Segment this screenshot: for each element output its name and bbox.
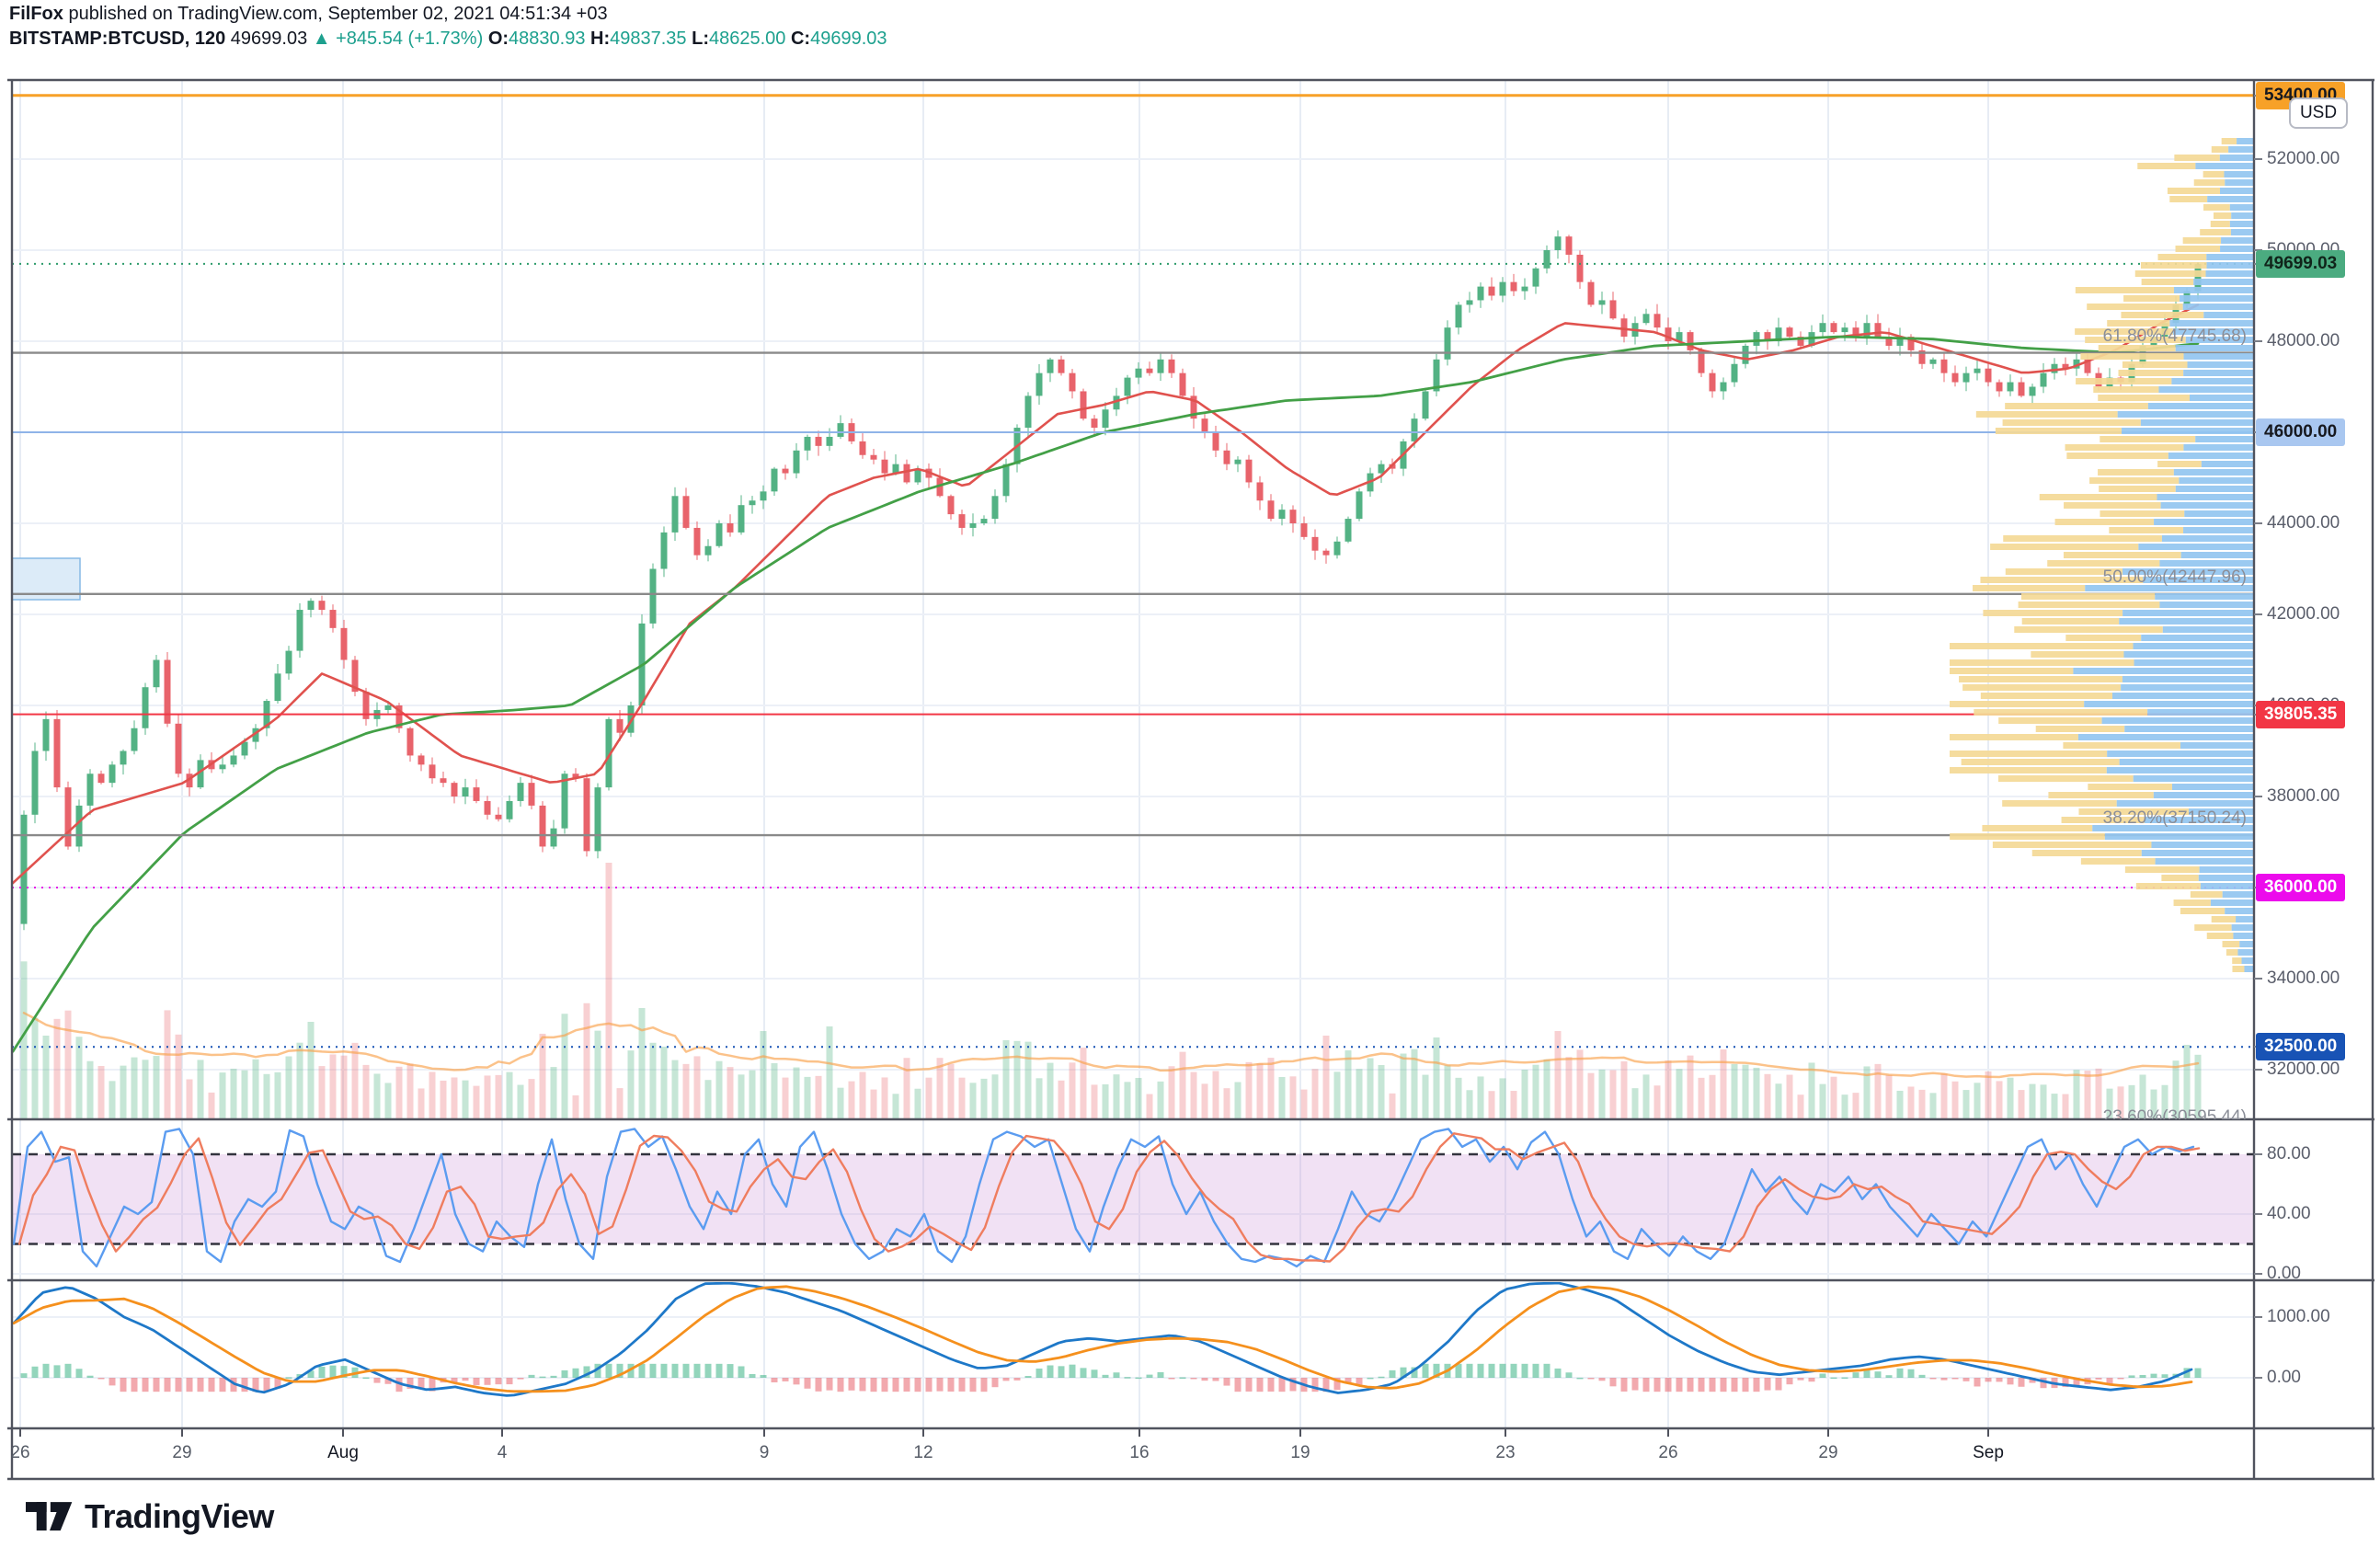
fib-retracement-lines[interactable] bbox=[12, 351, 2254, 837]
price-line-label: 32500.00 bbox=[2256, 1033, 2346, 1060]
candlesticks bbox=[20, 230, 2202, 931]
macd-tick-label: 0.00 bbox=[2267, 1368, 2301, 1387]
time-tick-label: 19 bbox=[1290, 1443, 1310, 1462]
horizontal-price-lines[interactable] bbox=[12, 94, 2254, 1049]
stoch-tick-label: 0.00 bbox=[2267, 1264, 2301, 1283]
tradingview-logo-icon bbox=[26, 1502, 73, 1531]
price-tick-label: 42000.00 bbox=[2267, 604, 2340, 624]
price-line-label: 49699.03 bbox=[2256, 250, 2346, 278]
low-value: 48625.00 bbox=[709, 29, 786, 49]
high-value: 49837.35 bbox=[610, 29, 687, 49]
author-name: FilFox bbox=[9, 4, 63, 24]
publish-text: published on TradingView.com, September … bbox=[63, 4, 608, 24]
time-tick-label: 4 bbox=[497, 1443, 508, 1462]
open-value: 48830.93 bbox=[509, 29, 586, 49]
price-line-label: 36000.00 bbox=[2256, 874, 2346, 901]
macd-tick-label: 1000.00 bbox=[2267, 1307, 2330, 1326]
close-label: C: bbox=[790, 29, 811, 49]
volume-bars bbox=[20, 863, 2202, 1118]
stoch-tick-label: 40.00 bbox=[2267, 1204, 2311, 1223]
stochastic-panel bbox=[12, 1128, 2254, 1268]
panel-borders bbox=[7, 78, 2374, 1481]
price-tick-label: 32000.00 bbox=[2267, 1060, 2340, 1079]
symbol-line: BITSTAMP:BTCUSD, 120 49699.03 ▲ +845.54 … bbox=[9, 27, 2216, 52]
time-tick-label: Aug bbox=[327, 1443, 359, 1462]
time-scale[interactable]: 26 29 Aug 4 9 12 16 19 23 26 29 Sep bbox=[0, 1428, 2254, 1479]
tradingview-footer[interactable]: TradingView bbox=[26, 1495, 274, 1538]
time-tick-label: 29 bbox=[172, 1443, 192, 1462]
price-tick-label: 48000.00 bbox=[2267, 331, 2340, 350]
time-tick-label: 26 bbox=[1658, 1443, 1678, 1462]
price-change: +845.54 (+1.73%) bbox=[336, 29, 484, 49]
close-value: 49699.03 bbox=[810, 29, 887, 49]
time-tick-label: 9 bbox=[759, 1443, 770, 1462]
tradingview-wordmark: TradingView bbox=[85, 1497, 274, 1535]
price-line-label: 39805.35 bbox=[2256, 701, 2346, 728]
time-tick-label: Sep bbox=[1973, 1443, 2004, 1462]
vertical-gridlines bbox=[19, 80, 1989, 1428]
price-scale[interactable]: 52000.0050000.0048000.0044000.0042000.00… bbox=[2254, 0, 2380, 1547]
time-tick-label: 12 bbox=[913, 1443, 933, 1462]
time-tick-label: 29 bbox=[1818, 1443, 1838, 1462]
chart-header: FilFox published on TradingView.com, Sep… bbox=[9, 2, 2216, 52]
volume-profile bbox=[1950, 138, 2253, 972]
price-tick-label: 38000.00 bbox=[2267, 786, 2340, 806]
currency-toggle-button[interactable]: USD bbox=[2289, 97, 2348, 129]
symbol-interval: BITSTAMP:BTCUSD, 120 bbox=[9, 29, 226, 49]
up-arrow-icon: ▲ bbox=[312, 29, 331, 49]
high-label: H: bbox=[590, 29, 611, 49]
time-tick-label: 23 bbox=[1495, 1443, 1516, 1462]
open-label: O: bbox=[487, 29, 509, 49]
macd-panel bbox=[12, 1282, 2202, 1397]
price-line-label: 46000.00 bbox=[2256, 418, 2346, 446]
stoch-tick-label: 80.00 bbox=[2267, 1144, 2311, 1163]
time-tick-label: 16 bbox=[1129, 1443, 1150, 1462]
last-price: 49699.03 bbox=[230, 29, 308, 49]
publish-line: FilFox published on TradingView.com, Sep… bbox=[9, 2, 2216, 27]
time-tick-label: 26 bbox=[10, 1443, 30, 1462]
low-label: L: bbox=[692, 29, 709, 49]
price-tick-label: 44000.00 bbox=[2267, 513, 2340, 533]
price-tick-label: 34000.00 bbox=[2267, 968, 2340, 988]
price-tick-label: 52000.00 bbox=[2267, 149, 2340, 168]
